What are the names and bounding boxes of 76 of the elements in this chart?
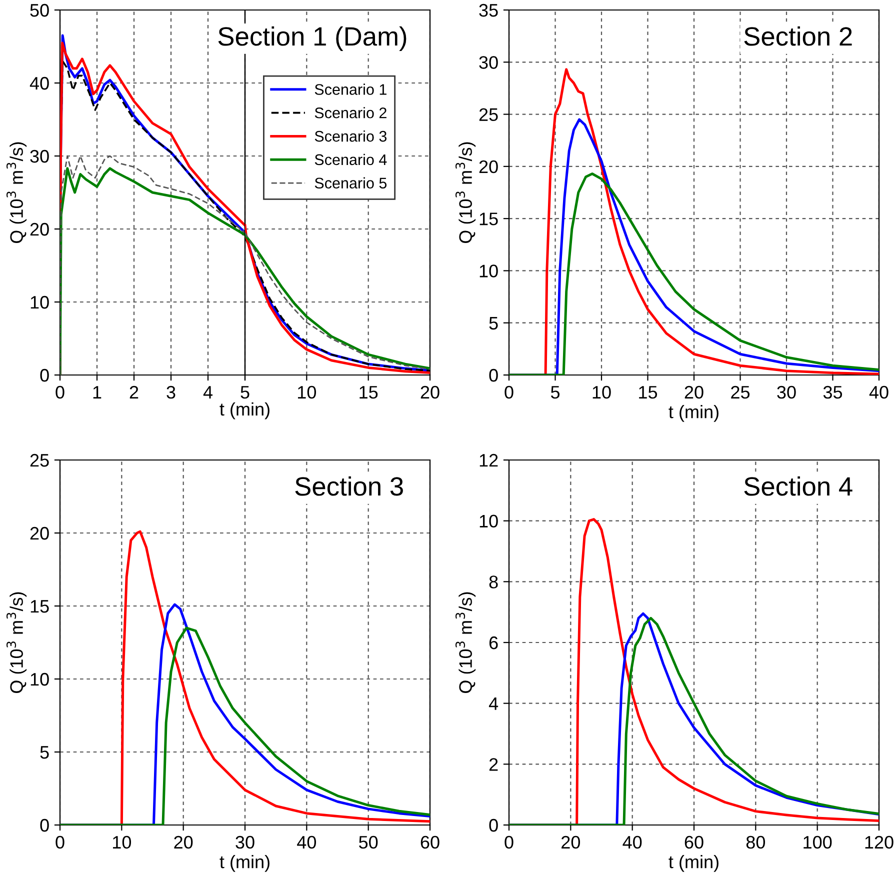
legend-label: Scenario 5	[314, 177, 387, 189]
y-tick-label: 6	[489, 636, 498, 650]
y-tick-label: 5	[489, 316, 498, 330]
y-tick-label: 15	[480, 212, 498, 226]
y-tick-label: 5	[40, 746, 49, 759]
y-tick-label: 0	[40, 818, 49, 832]
x-axis-title: t (min)	[668, 405, 718, 422]
y-tick-label: 15	[30, 600, 49, 613]
y-tick-label: 10	[30, 296, 49, 309]
x-tick-label: 60	[684, 836, 704, 849]
text: Section 1 (Dam)	[218, 26, 406, 52]
y-tick-label: 20	[30, 222, 49, 236]
x-tick-label: 5	[550, 386, 560, 399]
y-tick-label: 0	[489, 368, 498, 382]
legend-label: Scenario 3	[314, 130, 387, 142]
y-tick-label: 50	[30, 4, 49, 17]
x-tick-label: 100	[804, 836, 832, 849]
y-axis-title: Q (10$^{3}$ m$^{3}$/s)	[6, 142, 27, 244]
x-tick-label: 0	[504, 386, 514, 399]
x-tick-label: 40	[622, 836, 642, 849]
y-tick-label: 30	[30, 150, 49, 163]
y-tick-label: 25	[479, 108, 498, 122]
y-tick-label: 12	[480, 454, 498, 467]
y-tick-label: 10	[30, 672, 49, 686]
x-tick-label: 30	[777, 386, 796, 399]
y-tick-label: 8	[489, 576, 498, 588]
x-tick-label: 80	[746, 836, 766, 849]
x-tick-label: 35	[823, 386, 842, 399]
y-tick-label: 30	[479, 56, 498, 69]
y-tick-label: 35	[479, 4, 498, 17]
x-axis-title: t (min)	[220, 402, 270, 420]
chart-title: Section 3	[295, 476, 403, 496]
chart-title: Section 4	[744, 476, 852, 496]
y-tick-label: 20	[479, 160, 498, 174]
x-tick-label: 4	[203, 386, 212, 398]
x-tick-label: 0	[56, 836, 64, 849]
x-tick-label: 3	[166, 386, 176, 399]
legend-label: Scenario 2	[314, 107, 386, 118]
x-tick-label: 0	[504, 836, 514, 849]
y-tick-label: 10	[480, 514, 498, 528]
x-tick-label: 20	[174, 836, 193, 849]
y-axis-title: Q (10$^{3}$ m$^{3}$/s)	[456, 142, 476, 244]
x-tick-label: 2	[130, 386, 138, 398]
y-tick-label: 20	[30, 526, 49, 540]
y-tick-label: 2	[489, 758, 498, 771]
x-tick-label: 40	[869, 386, 888, 399]
legend-label: Scenario 4	[314, 154, 387, 166]
y-tick-label: 10	[480, 264, 498, 278]
x-axis-title: t (min)	[668, 855, 718, 872]
x-tick-label: 20	[684, 386, 704, 399]
x-tick-label: 15	[639, 386, 658, 399]
x-tick-label: 10	[592, 386, 611, 399]
y-tick-label: 0	[40, 368, 49, 382]
x-tick-label: 15	[360, 386, 378, 399]
y-tick-label: 4	[488, 697, 498, 710]
x-tick-label: 50	[359, 836, 378, 849]
x-tick-label: 1	[93, 386, 102, 398]
x-tick-label: 5	[240, 386, 250, 399]
x-tick-label: 30	[236, 836, 254, 849]
x-tick-label: 10	[298, 386, 316, 399]
x-tick-label: 10	[113, 836, 132, 849]
x-tick-label: 40	[297, 836, 316, 849]
y-axis-title: Q (10$^{3}$ m$^{3}$/s)	[6, 592, 27, 694]
x-tick-label: 120	[865, 836, 894, 849]
x-tick-label: 20	[420, 386, 440, 399]
chart-title: Section 2	[744, 26, 852, 46]
x-tick-label: 20	[562, 836, 580, 849]
y-tick-label: 25	[30, 454, 49, 467]
x-axis-title: t (min)	[220, 855, 270, 872]
y-axis-title: Q (10$^{3}$ m$^{3}$/s)	[456, 592, 476, 694]
x-tick-label: 60	[420, 836, 440, 849]
x-tick-label: 0	[56, 386, 64, 399]
y-tick-label: 0	[489, 818, 498, 832]
x-tick-label: 25	[731, 386, 750, 399]
y-tick-label: 40	[30, 76, 49, 90]
legend-label: Scenario 1	[314, 84, 386, 95]
